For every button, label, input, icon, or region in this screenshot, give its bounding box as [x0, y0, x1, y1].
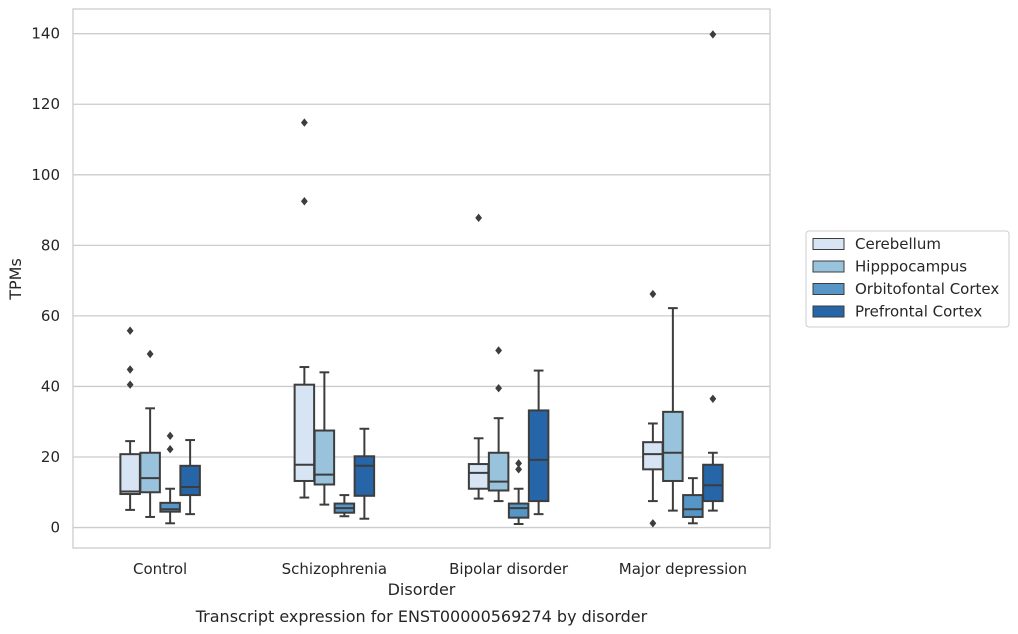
box-iqr [353, 455, 376, 497]
box-iqr [159, 501, 181, 513]
box [139, 349, 161, 518]
outlier-point [495, 346, 503, 355]
y-tick-label: 80 [41, 236, 60, 254]
x-tick-label: Bipolar disorder [449, 560, 569, 578]
legend-swatch [812, 283, 845, 295]
box [507, 459, 530, 526]
box-iqr [119, 453, 141, 496]
box-iqr [313, 429, 336, 486]
legend-label: Prefrontal Cortex [855, 303, 982, 321]
legend-swatch [812, 238, 845, 250]
box [179, 439, 201, 516]
box-iqr [527, 409, 550, 503]
box [702, 30, 724, 512]
outlier-point [649, 519, 657, 528]
outlier-point [126, 326, 134, 335]
legend-label: Cerebellum [855, 235, 941, 253]
box [159, 431, 181, 525]
box [682, 477, 704, 525]
box [119, 326, 141, 511]
x-axis-label: Disorder [388, 580, 456, 599]
outlier-point [146, 349, 154, 359]
outlier-point [649, 289, 657, 299]
outlier-point [515, 465, 523, 474]
box [293, 118, 316, 499]
box [333, 494, 356, 518]
outlier-point [709, 30, 717, 39]
box-iqr [487, 451, 510, 492]
y-tick-label: 100 [31, 166, 60, 184]
box [313, 371, 336, 506]
box-iqr [293, 383, 316, 482]
outlier-point [166, 431, 174, 441]
x-axis-ticks: Control Schizophrenia Bipolar disorder Majo… [133, 560, 747, 578]
plot-area-frame [72, 8, 771, 549]
box-iqr [467, 463, 490, 490]
legend-label: Orbitofontal Cortex [855, 280, 999, 298]
x-tick-label: Control [133, 560, 187, 578]
outlier-point [709, 394, 717, 403]
y-axis-label: TPMs [6, 258, 25, 301]
box [642, 289, 664, 528]
chart-caption: Transcript expression for ENST0000056927… [195, 607, 648, 626]
y-tick-label: 0 [50, 519, 60, 537]
box-iqr [139, 451, 161, 494]
y-tick-label: 120 [31, 95, 60, 113]
legend: Cerebellum Hipppocampus Orbitofontal Corte… [805, 230, 1010, 328]
box-iqr [702, 463, 724, 503]
box [353, 427, 376, 520]
legend-swatch [812, 305, 845, 318]
outlier-point [515, 459, 523, 468]
outlier-point [166, 445, 174, 454]
box [487, 346, 510, 503]
outlier-point [300, 197, 308, 206]
y-tick-label: 20 [41, 448, 60, 466]
outlier-point [126, 365, 134, 374]
box [467, 213, 490, 500]
outlier-point [126, 380, 134, 389]
x-tick-label: Schizophrenia [282, 560, 387, 578]
box [527, 369, 550, 516]
y-tick-label: 40 [41, 377, 60, 395]
box-iqr [682, 494, 704, 518]
y-axis-ticks: 0 20 40 60 80 100 120 140 [31, 25, 60, 537]
box-iqr [179, 464, 201, 497]
box-series [119, 30, 724, 528]
legend-swatch [812, 260, 845, 273]
y-tick-label: 140 [31, 25, 60, 43]
outlier-point [300, 118, 308, 127]
y-tick-label: 60 [41, 307, 60, 325]
legend-frame [805, 230, 1010, 328]
outlier-point [495, 384, 503, 393]
outlier-point [475, 213, 483, 223]
box [662, 307, 684, 512]
box-iqr [507, 502, 530, 519]
x-tick-label: Major depression [619, 560, 747, 578]
box-iqr [642, 441, 664, 471]
legend-label: Hipppocampus [855, 258, 967, 276]
box-iqr [662, 410, 684, 482]
